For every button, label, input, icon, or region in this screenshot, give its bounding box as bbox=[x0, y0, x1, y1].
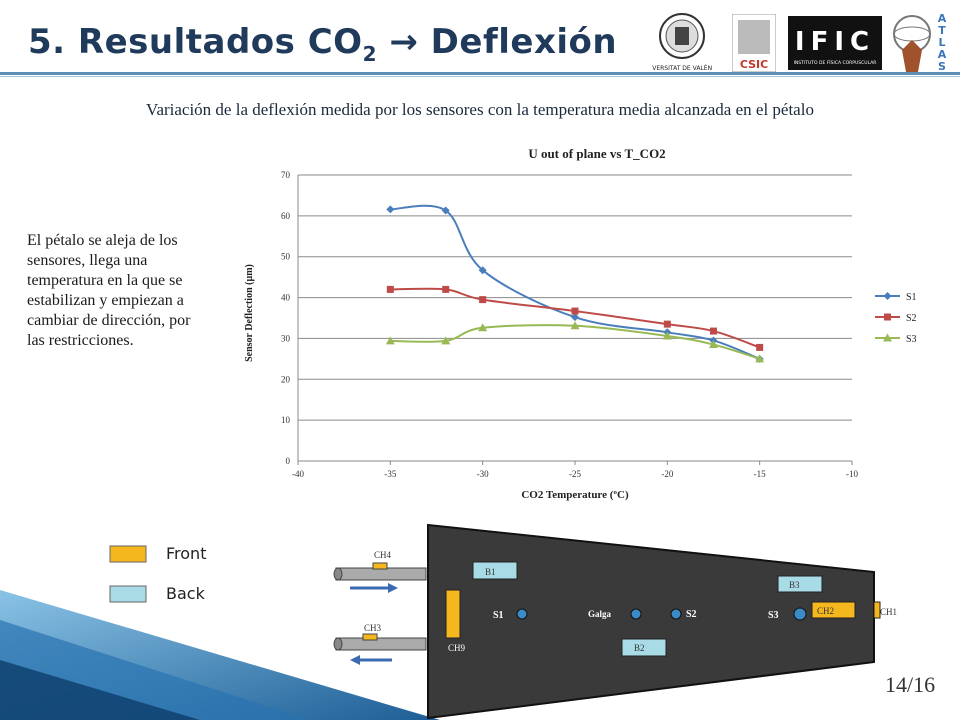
x-tick-label: -30 bbox=[477, 469, 489, 479]
data-point bbox=[385, 336, 395, 345]
x-tick-label: -15 bbox=[754, 469, 766, 479]
data-point bbox=[570, 321, 580, 330]
data-point bbox=[756, 343, 764, 351]
deflection-chart: U out of plane vs T_CO2 0 10 20 30 40 50 60 70 -… bbox=[244, 146, 917, 501]
x-tick-label: -40 bbox=[292, 469, 304, 479]
legend-label-s2: S2 bbox=[906, 313, 917, 324]
b2-label: B2 bbox=[634, 643, 645, 653]
y-tick-label: 50 bbox=[281, 252, 291, 262]
s1-label: S1 bbox=[493, 610, 504, 621]
side-legend: Front Back bbox=[100, 544, 230, 620]
title-rule bbox=[0, 72, 960, 75]
back-swatch bbox=[109, 585, 147, 603]
s3-sensor bbox=[793, 607, 807, 621]
pipe-upper bbox=[335, 567, 427, 581]
pipe-lower bbox=[335, 637, 427, 651]
s2-label: S2 bbox=[686, 609, 697, 620]
petal-body bbox=[427, 523, 875, 720]
front-label: Front bbox=[166, 545, 206, 563]
title-subscript: 2 bbox=[362, 41, 377, 66]
s1-sensor bbox=[516, 608, 528, 620]
data-point bbox=[441, 336, 451, 345]
y-tick-label: 0 bbox=[286, 456, 291, 466]
y-tick-label: 40 bbox=[281, 293, 291, 303]
chart-axes: 0 10 20 30 40 50 60 70 -40 -35 -30 -25 -20 -15 -10 bbox=[281, 170, 858, 479]
y-tick-label: 20 bbox=[281, 374, 291, 384]
data-point bbox=[710, 327, 717, 335]
corner-decoration bbox=[0, 590, 440, 720]
ch3-label: CH3 bbox=[364, 623, 382, 633]
data-point bbox=[571, 307, 579, 315]
data-point bbox=[663, 320, 671, 328]
x-tick-label: -25 bbox=[569, 469, 581, 479]
x-tick-label: -35 bbox=[384, 469, 396, 479]
side-legend-svg: Front Back bbox=[109, 544, 206, 603]
data-point bbox=[662, 331, 672, 340]
data-point bbox=[755, 354, 765, 363]
data-point bbox=[441, 206, 450, 215]
ific-logo: IFIC INSTITUTO DE FÍSICA CORPUSCULAR bbox=[788, 16, 882, 70]
data-point bbox=[478, 266, 487, 275]
s2-sensor bbox=[670, 608, 682, 620]
ch1-label: CH1 bbox=[880, 607, 897, 617]
series-line-s1 bbox=[390, 204, 761, 360]
data-point bbox=[386, 285, 394, 293]
x-axis-label: CO2 Temperature (ºC) bbox=[521, 489, 629, 501]
side-explanation: El pétalo se aleja de los sensores, lleg… bbox=[27, 232, 191, 349]
chart-legend: S1 S2 S3 bbox=[875, 292, 917, 345]
data-point bbox=[478, 323, 488, 332]
logo-strip: VNIVERSITAT DE VALÈNCIA CSIC IFIC INSTIT… bbox=[652, 10, 952, 74]
slide-subtitle: Variación de la deflexión medida por los… bbox=[146, 100, 814, 119]
x-tick-label: -20 bbox=[661, 469, 673, 479]
galga-label: Galga bbox=[588, 609, 612, 619]
data-point bbox=[884, 313, 891, 321]
b3-label: B3 bbox=[789, 580, 800, 590]
csic-logo-text: CSIC bbox=[740, 58, 768, 71]
atlas-letter: S bbox=[938, 60, 946, 73]
y-tick-label: 60 bbox=[281, 211, 291, 221]
csic-logo: CSIC bbox=[732, 14, 776, 72]
atlas-letter: T bbox=[938, 24, 946, 37]
ific-logo-subtext: INSTITUTO DE FÍSICA CORPUSCULAR bbox=[794, 59, 877, 66]
data-point bbox=[479, 296, 487, 304]
chart-title: U out of plane vs T_CO2 bbox=[528, 146, 665, 161]
s3-label: S3 bbox=[768, 610, 779, 621]
data-point bbox=[883, 292, 892, 300]
x-tick-label: -10 bbox=[846, 469, 858, 479]
ch2-label: CH2 bbox=[817, 606, 834, 616]
back-label: Back bbox=[166, 584, 206, 603]
atlas-letter: A bbox=[938, 48, 947, 61]
arrow-left-icon bbox=[350, 655, 360, 665]
data-point bbox=[386, 205, 395, 214]
data-point bbox=[571, 313, 579, 322]
b1-label: B1 bbox=[485, 567, 496, 577]
ch9-label: CH9 bbox=[448, 643, 466, 653]
atlas-letter: A bbox=[938, 12, 947, 25]
data-point bbox=[883, 333, 892, 342]
page-number: 14/16 bbox=[885, 672, 936, 697]
arrow-right-icon bbox=[388, 583, 398, 593]
ific-logo-text: IFIC bbox=[795, 27, 875, 57]
ch4-label: CH4 bbox=[374, 550, 392, 560]
legend-label-s1: S1 bbox=[906, 292, 917, 303]
data-point bbox=[442, 285, 450, 293]
uv-logo: VNIVERSITAT DE VALÈNCIA bbox=[652, 13, 712, 72]
uv-logo-text: VNIVERSITAT DE VALÈNCIA bbox=[652, 64, 712, 72]
legend-label-s3: S3 bbox=[906, 334, 917, 345]
front-swatch bbox=[109, 545, 147, 563]
chart-series bbox=[385, 204, 765, 363]
y-tick-label: 10 bbox=[281, 415, 291, 425]
title-rule-thin bbox=[0, 76, 960, 77]
atlas-letter: L bbox=[938, 36, 945, 49]
y-axis-label: Sensor Deflection (µm) bbox=[244, 264, 255, 362]
data-point bbox=[709, 340, 718, 349]
y-tick-label: 70 bbox=[281, 170, 291, 180]
slide-title: 5. Resultados CO2 → Deflexión bbox=[28, 22, 618, 66]
title-arrow: → bbox=[389, 22, 419, 62]
petal-diagram: CH4 CH3 CH9 B1 S1 Galga S2 B2 B3 S3 CH2 … bbox=[333, 523, 897, 720]
galga-sensor bbox=[630, 608, 642, 620]
y-tick-label: 30 bbox=[281, 333, 291, 343]
